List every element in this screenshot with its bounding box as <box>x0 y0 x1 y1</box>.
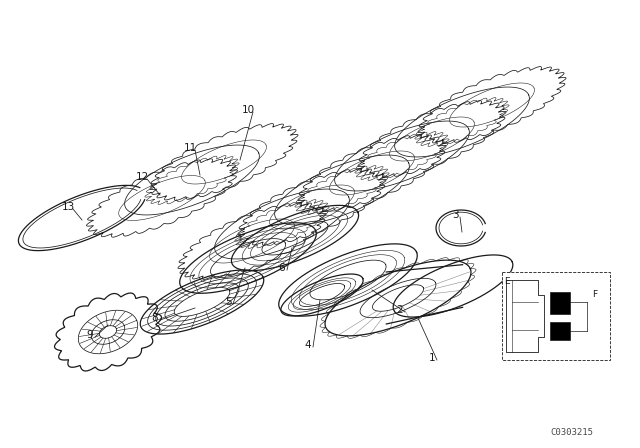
Text: E: E <box>504 277 509 286</box>
Text: 3: 3 <box>452 210 458 220</box>
Text: 2: 2 <box>397 305 403 315</box>
Text: 11: 11 <box>184 143 196 153</box>
Text: 10: 10 <box>241 105 255 115</box>
Text: C0303215: C0303215 <box>550 427 593 436</box>
Bar <box>502 272 610 360</box>
Text: 1: 1 <box>429 353 435 363</box>
Bar <box>550 292 570 314</box>
Text: 13: 13 <box>61 202 75 212</box>
Text: 9: 9 <box>86 330 93 340</box>
Text: 12: 12 <box>136 172 148 182</box>
Text: 6: 6 <box>278 263 285 273</box>
Text: 8: 8 <box>152 313 158 323</box>
Text: F: F <box>592 289 597 298</box>
Text: 5: 5 <box>225 297 231 307</box>
Bar <box>550 322 570 340</box>
Text: 4: 4 <box>305 340 311 350</box>
